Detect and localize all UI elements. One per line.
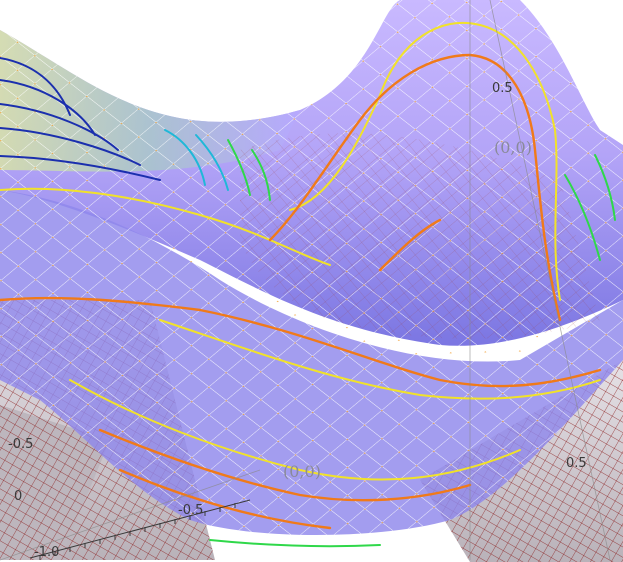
tick-label-zero: 0 <box>14 489 22 504</box>
point-label-back: (0,0) <box>494 138 532 157</box>
tick-label-neg-one: -1.0 <box>34 545 59 560</box>
tick-label-bottom: -0.5 <box>178 503 203 518</box>
contour-blue <box>0 57 161 181</box>
contour-lines <box>0 21 616 548</box>
axis-labels: -0.5 -0.5 -1.0 0.5 0.5 0 (0,0) (0,0) <box>8 81 587 560</box>
x-axis-ticks <box>29 499 251 560</box>
tick-label-right: 0.5 <box>566 456 587 471</box>
contour-cyan <box>164 129 229 191</box>
tick-label-left: -0.5 <box>8 437 33 452</box>
paraboloid-surface <box>0 0 623 535</box>
contour-green <box>209 139 616 548</box>
bounding-box <box>0 0 611 561</box>
tick-label-top: 0.5 <box>492 81 513 96</box>
point-label-front: (0,0) <box>283 462 321 481</box>
contour-yellow <box>0 21 601 481</box>
